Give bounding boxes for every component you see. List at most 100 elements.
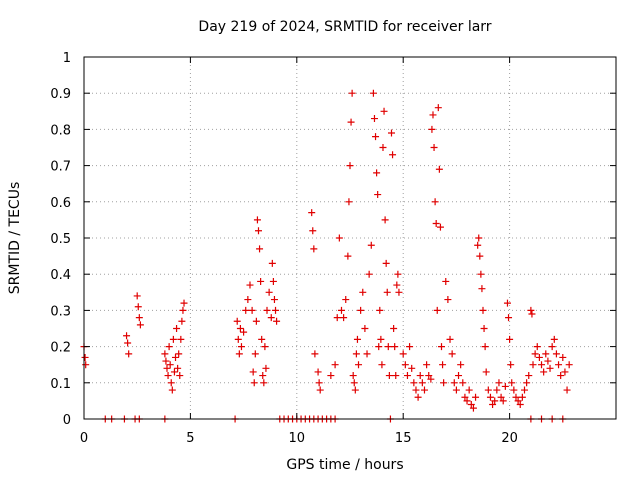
x-tick-label: 0: [80, 431, 88, 446]
data-point: [516, 401, 524, 409]
data-point: [507, 361, 515, 369]
y-tick-label: 0.6: [50, 196, 71, 211]
data-point: [474, 241, 482, 249]
data-point: [124, 339, 132, 347]
data-point: [348, 89, 356, 97]
data-point: [250, 379, 258, 387]
data-point: [246, 281, 254, 289]
data-point: [327, 372, 335, 380]
data-point: [432, 220, 440, 228]
data-point: [384, 343, 392, 351]
data-point: [258, 335, 266, 343]
data-point: [248, 306, 256, 314]
x-axis-tick-labels: 0 5 10 15 20: [80, 431, 518, 446]
data-point: [435, 165, 443, 173]
data-point: [82, 361, 90, 369]
data-point: [240, 328, 248, 336]
data-point: [439, 361, 447, 369]
y-axis-tick-labels: 0 0.1 0.2 0.3 0.4 0.5 0.6 0.7 0.8 0.9 1: [50, 51, 71, 428]
data-point: [166, 361, 174, 369]
data-point: [242, 306, 250, 314]
data-point: [252, 317, 260, 325]
data-point: [489, 401, 497, 409]
data-point: [333, 314, 341, 322]
data-point: [375, 343, 383, 351]
data-point: [374, 191, 382, 199]
data-point: [355, 361, 363, 369]
data-point: [308, 209, 316, 217]
data-point: [395, 288, 403, 296]
data-point: [234, 335, 242, 343]
data-point: [448, 350, 456, 358]
data-point: [259, 372, 267, 380]
x-tick-label: 15: [395, 431, 412, 446]
axis-ticks: [83, 56, 616, 420]
data-point: [349, 372, 357, 380]
data-point: [461, 393, 469, 401]
data-point: [254, 227, 262, 235]
data-point: [555, 361, 563, 369]
data-point: [172, 353, 180, 361]
data-point: [506, 335, 514, 343]
data-point: [251, 350, 259, 358]
data-point: [169, 335, 177, 343]
data-point: [344, 252, 352, 260]
data-point: [273, 317, 281, 325]
data-point: [499, 397, 507, 405]
y-tick-label: 0.2: [50, 341, 71, 356]
data-point: [315, 379, 323, 387]
data-point: [465, 386, 473, 394]
data-point: [425, 372, 433, 380]
data-point: [123, 332, 131, 340]
data-points: [80, 89, 573, 423]
data-point: [311, 350, 319, 358]
y-tick-label: 0.9: [50, 87, 71, 102]
data-point: [565, 361, 573, 369]
data-point: [482, 368, 490, 376]
data-point: [249, 368, 257, 376]
data-point: [261, 343, 269, 351]
x-axis-title: GPS time / hours: [286, 457, 403, 473]
data-point: [237, 343, 245, 351]
data-point: [244, 296, 252, 304]
data-point: [538, 361, 546, 369]
data-point: [337, 306, 345, 314]
data-point: [256, 245, 264, 253]
data-point: [361, 325, 369, 332]
data-point: [357, 306, 365, 314]
data-point: [463, 397, 471, 405]
data-point: [423, 361, 431, 369]
data-point: [350, 379, 358, 387]
data-point: [340, 314, 348, 322]
data-point: [380, 107, 388, 115]
data-point: [135, 314, 143, 322]
data-point: [387, 129, 395, 137]
y-tick-label: 0.4: [50, 268, 71, 283]
data-point: [370, 115, 378, 123]
data-point: [168, 386, 176, 394]
data-point: [262, 364, 270, 372]
data-point: [552, 350, 560, 358]
data-point: [472, 393, 480, 401]
data-point: [533, 343, 541, 351]
data-point: [365, 270, 373, 278]
data-point: [378, 361, 386, 369]
data-point: [253, 216, 261, 224]
data-point: [476, 252, 484, 260]
data-point: [233, 317, 241, 325]
data-point: [484, 386, 492, 394]
data-point: [455, 372, 463, 380]
y-tick-label: 0.5: [50, 232, 71, 247]
data-point: [133, 292, 141, 300]
data-point: [403, 372, 411, 380]
data-point: [175, 350, 183, 358]
data-point: [236, 325, 244, 332]
y-tick-label: 0: [63, 413, 71, 428]
data-point: [446, 335, 454, 343]
data-point: [414, 393, 422, 401]
data-point: [429, 111, 437, 119]
data-point: [373, 169, 381, 177]
data-point: [491, 397, 499, 405]
data-point: [436, 223, 444, 231]
data-point: [314, 368, 322, 376]
